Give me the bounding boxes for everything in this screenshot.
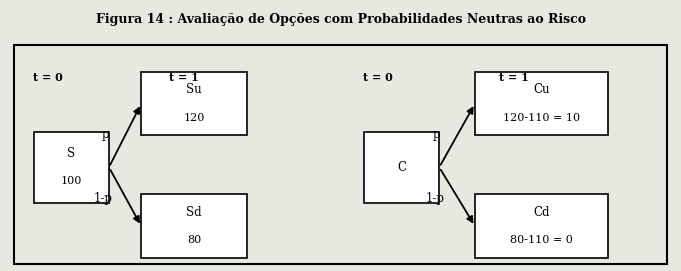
Text: 1-p: 1-p [426,192,445,205]
FancyBboxPatch shape [141,194,247,258]
Text: 1-p: 1-p [94,192,113,205]
Text: Su: Su [187,83,202,96]
Text: t = 0: t = 0 [33,72,63,83]
Text: p: p [101,128,109,141]
Text: S: S [67,147,76,160]
Text: t = 0: t = 0 [363,72,393,83]
Text: 100: 100 [61,176,82,186]
Text: 80: 80 [187,235,201,245]
Text: 80-110 = 0: 80-110 = 0 [510,235,573,245]
Text: t = 1: t = 1 [169,72,199,83]
Text: Cu: Cu [533,83,550,96]
Text: Figura 14 : Avaliação de Opções com Probabilidades Neutras ao Risco: Figura 14 : Avaliação de Opções com Prob… [95,13,586,26]
Text: Sd: Sd [187,206,202,218]
Text: Cd: Cd [533,206,550,218]
Text: p: p [433,128,441,141]
FancyBboxPatch shape [475,72,607,136]
Text: 120-110 = 10: 120-110 = 10 [503,113,580,123]
Text: t = 1: t = 1 [499,72,529,83]
FancyBboxPatch shape [364,132,439,203]
Text: 120: 120 [183,113,205,123]
FancyBboxPatch shape [34,132,109,203]
FancyBboxPatch shape [475,194,607,258]
Text: C: C [397,161,407,174]
FancyBboxPatch shape [141,72,247,136]
